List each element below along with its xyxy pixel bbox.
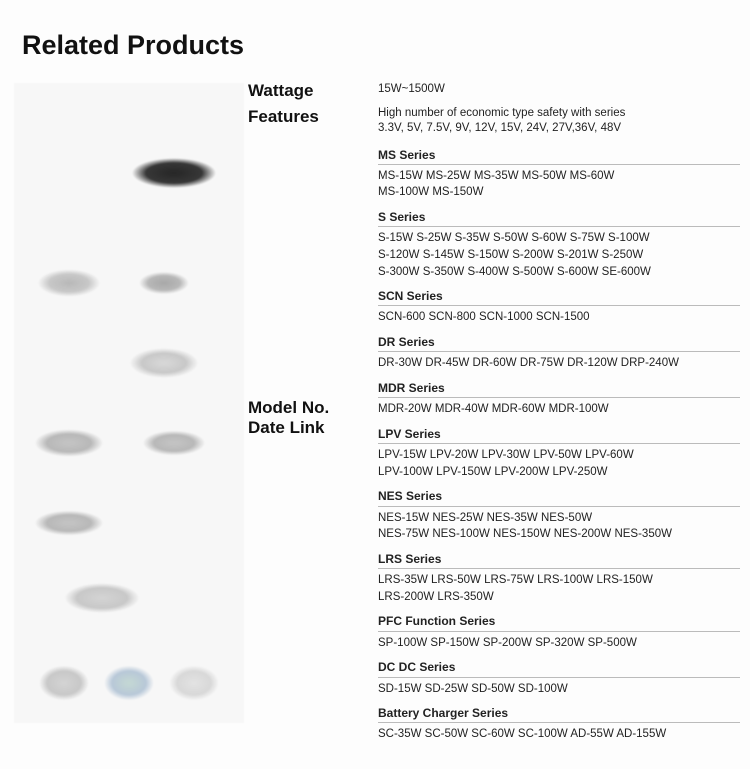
- wattage-label: Wattage: [248, 79, 378, 105]
- series-models: MDR-20W MDR-40W MDR-60W MDR-100W: [378, 401, 740, 418]
- series-block: MDR Series MDR-20W MDR-40W MDR-60W MDR-10…: [378, 380, 740, 418]
- series-title: DR Series: [378, 334, 740, 352]
- date-link-label: Date Link: [248, 418, 378, 438]
- features-label: Features: [248, 105, 378, 127]
- series-block: SCN Series SCN-600 SCN-800 SCN-1000 SCN-1…: [378, 288, 740, 326]
- series-models: SCN-600 SCN-800 SCN-1000 SCN-1500: [378, 309, 740, 326]
- features-value: High number of economic type safety with…: [378, 106, 740, 147]
- series-title: Battery Charger Series: [378, 705, 740, 723]
- product-images-placeholder: [14, 83, 244, 723]
- series-title: S Series: [378, 209, 740, 227]
- wattage-value: 15W~1500W: [378, 82, 740, 106]
- series-block: DC DC Series SD-15W SD-25W SD-50W SD-100W: [378, 659, 740, 697]
- model-no-label: Model No.: [248, 398, 378, 418]
- series-block: LRS Series LRS-35W LRS-50W LRS-75W LRS-10…: [378, 551, 740, 606]
- series-container: MS Series MS-15W MS-25W MS-35W MS-50W MS-…: [378, 147, 740, 743]
- content-row: Wattage Features Model No. Date Link 15W…: [0, 75, 750, 751]
- series-title: NES Series: [378, 488, 740, 506]
- series-models: DR-30W DR-45W DR-60W DR-75W DR-120W DRP-…: [378, 355, 740, 372]
- label-column: Wattage Features Model No. Date Link: [248, 75, 378, 751]
- series-title: LPV Series: [378, 426, 740, 444]
- data-column: 15W~1500W High number of economic type s…: [378, 75, 750, 751]
- label-spacer: [248, 128, 378, 398]
- series-models: MS-15W MS-25W MS-35W MS-50W MS-60W MS-10…: [378, 168, 740, 201]
- series-title: SCN Series: [378, 288, 740, 306]
- features-line2: 3.3V, 5V, 7.5V, 9V, 12V, 15V, 24V, 27V,3…: [378, 121, 740, 137]
- series-title: DC DC Series: [378, 659, 740, 677]
- page-title: Related Products: [0, 0, 750, 75]
- spec-column: Wattage Features Model No. Date Link 15W…: [248, 75, 750, 751]
- series-title: PFC Function Series: [378, 613, 740, 631]
- series-block: NES Series NES-15W NES-25W NES-35W NES-50…: [378, 488, 740, 543]
- series-models: NES-15W NES-25W NES-35W NES-50W NES-75W …: [378, 510, 740, 543]
- series-block: LPV Series LPV-15W LPV-20W LPV-30W LPV-50…: [378, 426, 740, 481]
- series-title: MS Series: [378, 147, 740, 165]
- series-models: SD-15W SD-25W SD-50W SD-100W: [378, 681, 740, 698]
- product-images-column: [0, 75, 248, 751]
- features-line1: High number of economic type safety with…: [378, 106, 740, 122]
- series-block: PFC Function Series SP-100W SP-150W SP-20…: [378, 613, 740, 651]
- series-block: Battery Charger Series SC-35W SC-50W SC-6…: [378, 705, 740, 743]
- series-models: LPV-15W LPV-20W LPV-30W LPV-50W LPV-60W …: [378, 447, 740, 480]
- series-block: S Series S-15W S-25W S-35W S-50W S-60W S-…: [378, 209, 740, 280]
- series-models: LRS-35W LRS-50W LRS-75W LRS-100W LRS-150…: [378, 572, 740, 605]
- series-models: S-15W S-25W S-35W S-50W S-60W S-75W S-10…: [378, 230, 740, 280]
- series-models: SC-35W SC-50W SC-60W SC-100W AD-55W AD-1…: [378, 726, 740, 743]
- series-block: MS Series MS-15W MS-25W MS-35W MS-50W MS-…: [378, 147, 740, 202]
- series-title: MDR Series: [378, 380, 740, 398]
- series-models: SP-100W SP-150W SP-200W SP-320W SP-500W: [378, 635, 740, 652]
- series-block: DR Series DR-30W DR-45W DR-60W DR-75W DR-…: [378, 334, 740, 372]
- series-title: LRS Series: [378, 551, 740, 569]
